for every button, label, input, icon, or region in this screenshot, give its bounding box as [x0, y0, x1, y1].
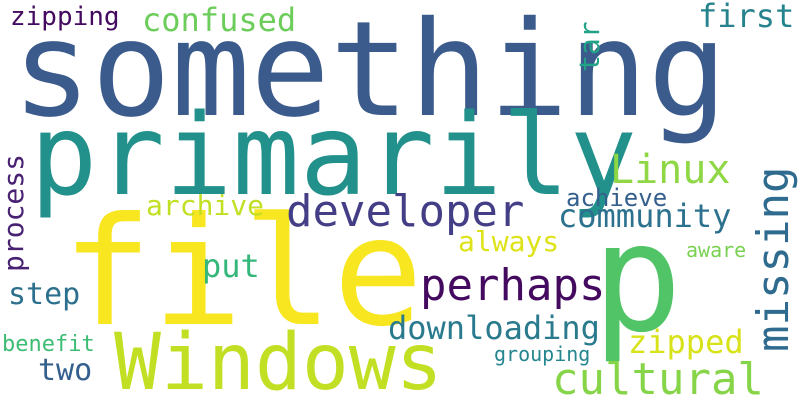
word-always: always: [458, 225, 560, 258]
word-aware: aware: [686, 238, 747, 262]
word-cultural: cultural: [552, 354, 764, 400]
word-perhaps: perhaps: [420, 260, 606, 311]
word-first: first: [698, 0, 795, 35]
word-community: community: [558, 197, 732, 235]
word-missing: missing: [748, 166, 799, 352]
word-process: process: [0, 153, 30, 272]
word-file: file: [62, 186, 424, 360]
word-zipping: zipping: [10, 2, 120, 32]
word-two: two: [38, 353, 93, 388]
word-downloading: downloading: [388, 309, 600, 347]
word-zipped: zipped: [628, 323, 744, 361]
word-achieve: achieve: [566, 184, 668, 212]
word-step: step: [8, 277, 81, 312]
word-archive: archive: [146, 189, 265, 222]
word-something: something: [12, 0, 728, 147]
word-developer: developer: [286, 186, 525, 237]
word-tar: tar: [573, 21, 606, 72]
word-primarily: primarily: [30, 91, 637, 221]
word-windows: Windows: [114, 318, 443, 400]
word-confused: confused: [142, 1, 297, 39]
word-grouping: grouping: [494, 342, 591, 366]
word-p: p: [592, 192, 683, 366]
word-benefit: benefit: [2, 332, 95, 357]
word-put: put: [202, 247, 260, 285]
word-linux: Linux: [610, 147, 731, 193]
